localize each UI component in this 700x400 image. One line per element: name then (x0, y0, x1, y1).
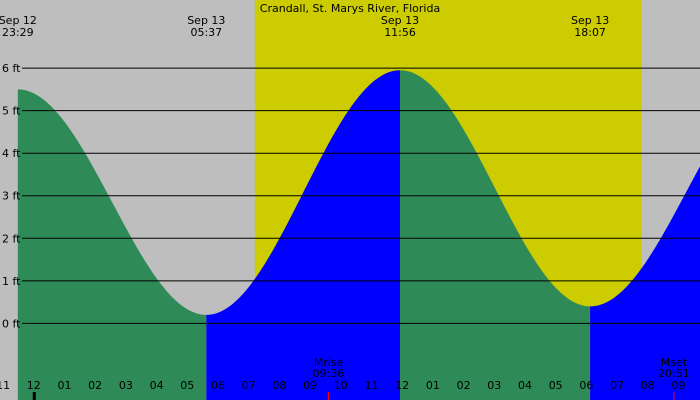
extreme-date-label: Sep 12 (0, 14, 37, 27)
moon-event-time: 09:36 (313, 367, 345, 380)
x-tick-label: 01 (57, 379, 71, 392)
extreme-time-label: 11:56 (384, 26, 416, 39)
moon-event-name: Mrise (314, 356, 344, 369)
x-tick-label: 05 (180, 379, 194, 392)
moon-event-time: 20:51 (658, 367, 690, 380)
x-tick-label: 12 (27, 379, 41, 392)
chart-title: Crandall, St. Marys River, Florida (260, 2, 440, 15)
y-tick-label: 2 ft (2, 232, 21, 245)
y-tick-label: 3 ft (2, 190, 21, 203)
extreme-date-label: Sep 13 (187, 14, 225, 27)
x-tick-label: 02 (88, 379, 102, 392)
tide-area-layer (17, 70, 700, 400)
y-tick-label-layer: 0 ft 1 ft 2 ft 3 ft 4 ft 5 ft 6 ft (2, 62, 21, 330)
x-tick-layer: 11 12 01 02 03 04 05 06 07 08 09 10 11 12 01 02 03 04 05 06… (0, 379, 686, 400)
x-tick-label: 04 (518, 379, 532, 392)
x-tick-label: 12 (395, 379, 409, 392)
x-tick-label: 07 (242, 379, 256, 392)
falling-tide-area (17, 89, 207, 400)
x-tick-label: 10 (334, 379, 348, 392)
x-tick-label: 01 (426, 379, 440, 392)
y-tick-label: 0 ft (2, 317, 21, 330)
y-tick-label: 4 ft (2, 147, 21, 160)
rising-tide-area (206, 70, 401, 400)
x-tick-label: 08 (272, 379, 286, 392)
extreme-date-label: Sep 13 (381, 14, 419, 27)
moon-event-name: Mset (661, 356, 688, 369)
x-tick-label: 11 (0, 379, 10, 392)
x-tick-label: 07 (610, 379, 624, 392)
extreme-date-label: Sep 13 (571, 14, 609, 27)
x-tick-label: 11 (364, 379, 378, 392)
y-tick-label: 5 ft (2, 105, 21, 118)
x-tick-label: 08 (641, 379, 655, 392)
extreme-time-label: 23:29 (2, 26, 34, 39)
x-tick-label: 06 (211, 379, 225, 392)
x-tick-label: 02 (457, 379, 471, 392)
x-tick-label: 04 (150, 379, 164, 392)
x-tick-label: 09 (303, 379, 317, 392)
extreme-time-label: 05:37 (190, 26, 222, 39)
x-tick-label: 06 (579, 379, 593, 392)
x-tick-label: 05 (549, 379, 563, 392)
grid-layer (22, 67, 700, 324)
x-tick-label: 09 (672, 379, 686, 392)
rising-tide-area (590, 166, 700, 400)
falling-tide-area (400, 70, 591, 400)
extreme-time-label: 18:07 (574, 26, 606, 39)
y-tick-label: 6 ft (2, 62, 21, 75)
y-tick-label: 1 ft (2, 275, 21, 288)
x-tick-label: 03 (487, 379, 501, 392)
midnight-marker (32, 392, 36, 400)
x-tick-label: 03 (119, 379, 133, 392)
